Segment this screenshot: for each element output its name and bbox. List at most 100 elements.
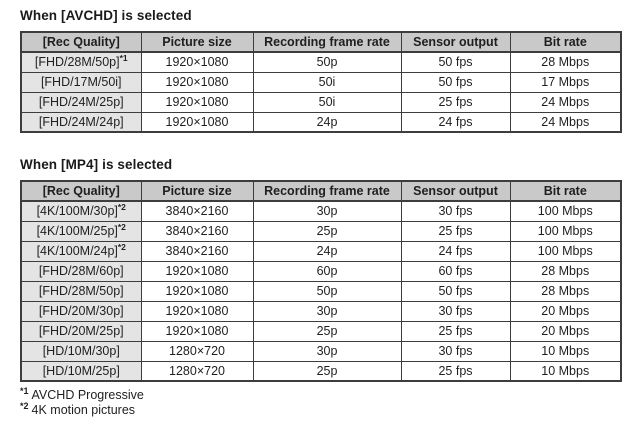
header-row: [Rec Quality] Picture size Recording fra… xyxy=(20,31,622,53)
picture-size-cell: 3840×2160 xyxy=(140,200,254,222)
sensor-output-cell: 25 fps xyxy=(400,360,511,382)
header-rec-quality: [Rec Quality] xyxy=(20,180,142,202)
picture-size-cell: 1920×1080 xyxy=(140,91,254,113)
header-frame-rate: Recording frame rate xyxy=(252,180,402,202)
section-avchd: When [AVCHD] is selected [Rec Quality] P… xyxy=(20,8,622,133)
header-picture-size: Picture size xyxy=(140,180,254,202)
rec-quality-cell: [FHD/24M/24p] xyxy=(20,111,142,133)
rec-quality-cell: [4K/100M/24p]*2 xyxy=(20,240,142,262)
sensor-output-cell: 25 fps xyxy=(400,220,511,242)
bit-rate-cell: 20 Mbps xyxy=(509,320,622,342)
table-row: [4K/100M/24p]*2 3840×2160 24p 24 fps 100… xyxy=(20,240,622,262)
picture-size-cell: 1920×1080 xyxy=(140,320,254,342)
bit-rate-cell: 100 Mbps xyxy=(509,240,622,262)
rec-quality-label: [4K/100M/25p] xyxy=(36,224,118,238)
picture-size-cell: 1920×1080 xyxy=(140,280,254,302)
avchd-spec-table: [Rec Quality] Picture size Recording fra… xyxy=(20,31,622,133)
footnote: *1 AVCHD Progressive xyxy=(20,386,620,403)
rec-quality-label: [FHD/20M/25p] xyxy=(38,324,124,338)
table-row: [HD/10M/25p] 1280×720 25p 25 fps 10 Mbps xyxy=(20,360,622,382)
footnote-text: 4K motion pictures xyxy=(31,403,136,417)
rec-quality-cell: [HD/10M/30p] xyxy=(20,340,142,362)
picture-size-cell: 3840×2160 xyxy=(140,240,254,262)
bit-rate-cell: 17 Mbps xyxy=(509,71,622,93)
rec-quality-label: [HD/10M/25p] xyxy=(42,363,120,378)
rec-quality-label: [4K/100M/30p] xyxy=(36,204,118,219)
rec-quality-cell: [FHD/20M/25p] xyxy=(20,320,142,342)
picture-size-cell: 1920×1080 xyxy=(140,51,254,73)
table-row: [4K/100M/25p]*2 3840×2160 25p 25 fps 100… xyxy=(20,220,622,242)
header-rec-quality: [Rec Quality] xyxy=(20,31,142,53)
section-mp4: When [MP4] is selected [Rec Quality] Pic… xyxy=(20,157,622,382)
rec-quality-cell: [FHD/28M/50p]*1 xyxy=(20,51,142,73)
frame-rate-cell: 25p xyxy=(252,360,402,382)
sensor-output-cell: 50 fps xyxy=(400,51,511,73)
header-frame-rate: Recording frame rate xyxy=(252,31,402,53)
table-row: [HD/10M/30p] 1280×720 30p 30 fps 10 Mbps xyxy=(20,340,622,362)
table-row: [FHD/20M/30p] 1920×1080 30p 30 fps 20 Mb… xyxy=(20,300,622,322)
footnote: *2 4K motion pictures xyxy=(20,400,620,418)
rec-quality-label: [FHD/28M/50p] xyxy=(34,55,120,70)
table-row: [FHD/28M/60p] 1920×1080 60p 60 fps 28 Mb… xyxy=(20,260,622,282)
frame-rate-cell: 50i xyxy=(252,91,402,113)
header-bit-rate: Bit rate xyxy=(509,180,622,202)
rec-quality-cell: [4K/100M/25p]*2 xyxy=(20,220,142,242)
rec-quality-label: [FHD/28M/50p] xyxy=(38,284,124,298)
header-row: [Rec Quality] Picture size Recording fra… xyxy=(20,180,622,202)
bit-rate-cell: 10 Mbps xyxy=(509,340,622,362)
table-row: [4K/100M/30p]*2 3840×2160 30p 30 fps 100… xyxy=(20,200,622,222)
sensor-output-cell: 25 fps xyxy=(400,320,511,342)
rec-quality-cell: [FHD/24M/25p] xyxy=(20,91,142,113)
bit-rate-cell: 24 Mbps xyxy=(509,111,622,133)
bit-rate-cell: 20 Mbps xyxy=(509,300,622,322)
frame-rate-cell: 50i xyxy=(252,71,402,93)
rec-quality-label: [FHD/20M/30p] xyxy=(38,304,124,318)
picture-size-cell: 1920×1080 xyxy=(140,260,254,282)
table-row: [FHD/24M/25p] 1920×1080 50i 25 fps 24 Mb… xyxy=(20,91,622,113)
bit-rate-cell: 100 Mbps xyxy=(509,220,622,242)
table-row: [FHD/20M/25p] 1920×1080 25p 25 fps 20 Mb… xyxy=(20,320,622,342)
footnote-marker: *2 xyxy=(117,202,126,213)
frame-rate-cell: 25p xyxy=(252,320,402,342)
sensor-output-cell: 30 fps xyxy=(400,200,511,222)
rec-quality-label: [FHD/28M/60p] xyxy=(38,264,124,278)
bit-rate-cell: 10 Mbps xyxy=(509,360,622,382)
bit-rate-cell: 100 Mbps xyxy=(509,200,622,222)
bit-rate-cell: 28 Mbps xyxy=(509,260,622,282)
rec-quality-label: [FHD/24M/24p] xyxy=(38,114,124,129)
rec-quality-cell: [FHD/17M/50i] xyxy=(20,71,142,93)
sensor-output-cell: 60 fps xyxy=(400,260,511,282)
rec-quality-cell: [FHD/28M/50p] xyxy=(20,280,142,302)
picture-size-cell: 1920×1080 xyxy=(140,71,254,93)
table-row: [FHD/24M/24p] 1920×1080 24p 24 fps 24 Mb… xyxy=(20,111,622,133)
sensor-output-cell: 50 fps xyxy=(400,71,511,93)
rec-quality-label: [HD/10M/30p] xyxy=(42,344,120,358)
rec-quality-cell: [FHD/20M/30p] xyxy=(20,300,142,322)
frame-rate-cell: 30p xyxy=(252,300,402,322)
mp4-spec-table: [Rec Quality] Picture size Recording fra… xyxy=(20,180,622,382)
frame-rate-cell: 30p xyxy=(252,200,402,222)
footnote-marker: *2 xyxy=(20,400,29,411)
picture-size-cell: 1920×1080 xyxy=(140,300,254,322)
bit-rate-cell: 28 Mbps xyxy=(509,280,622,302)
sensor-output-cell: 30 fps xyxy=(400,300,511,322)
table-row: [FHD/17M/50i] 1920×1080 50i 50 fps 17 Mb… xyxy=(20,71,622,93)
bit-rate-cell: 28 Mbps xyxy=(509,51,622,73)
picture-size-cell: 3840×2160 xyxy=(140,220,254,242)
frame-rate-cell: 30p xyxy=(252,340,402,362)
footnote-marker: *1 xyxy=(119,53,128,64)
frame-rate-cell: 50p xyxy=(252,280,402,302)
picture-size-cell: 1280×720 xyxy=(140,360,254,382)
picture-size-cell: 1920×1080 xyxy=(140,111,254,133)
sensor-output-cell: 25 fps xyxy=(400,91,511,113)
header-sensor-output: Sensor output xyxy=(400,180,511,202)
rec-quality-label: [FHD/17M/50i] xyxy=(40,75,122,89)
frame-rate-cell: 60p xyxy=(252,260,402,282)
header-bit-rate: Bit rate xyxy=(509,31,622,53)
table-row: [FHD/28M/50p] 1920×1080 50p 50 fps 28 Mb… xyxy=(20,280,622,302)
rec-quality-cell: [4K/100M/30p]*2 xyxy=(20,200,142,222)
frame-rate-cell: 24p xyxy=(252,111,402,133)
section-title-mp4: When [MP4] is selected xyxy=(20,157,173,172)
footnote-marker: *2 xyxy=(117,241,126,252)
